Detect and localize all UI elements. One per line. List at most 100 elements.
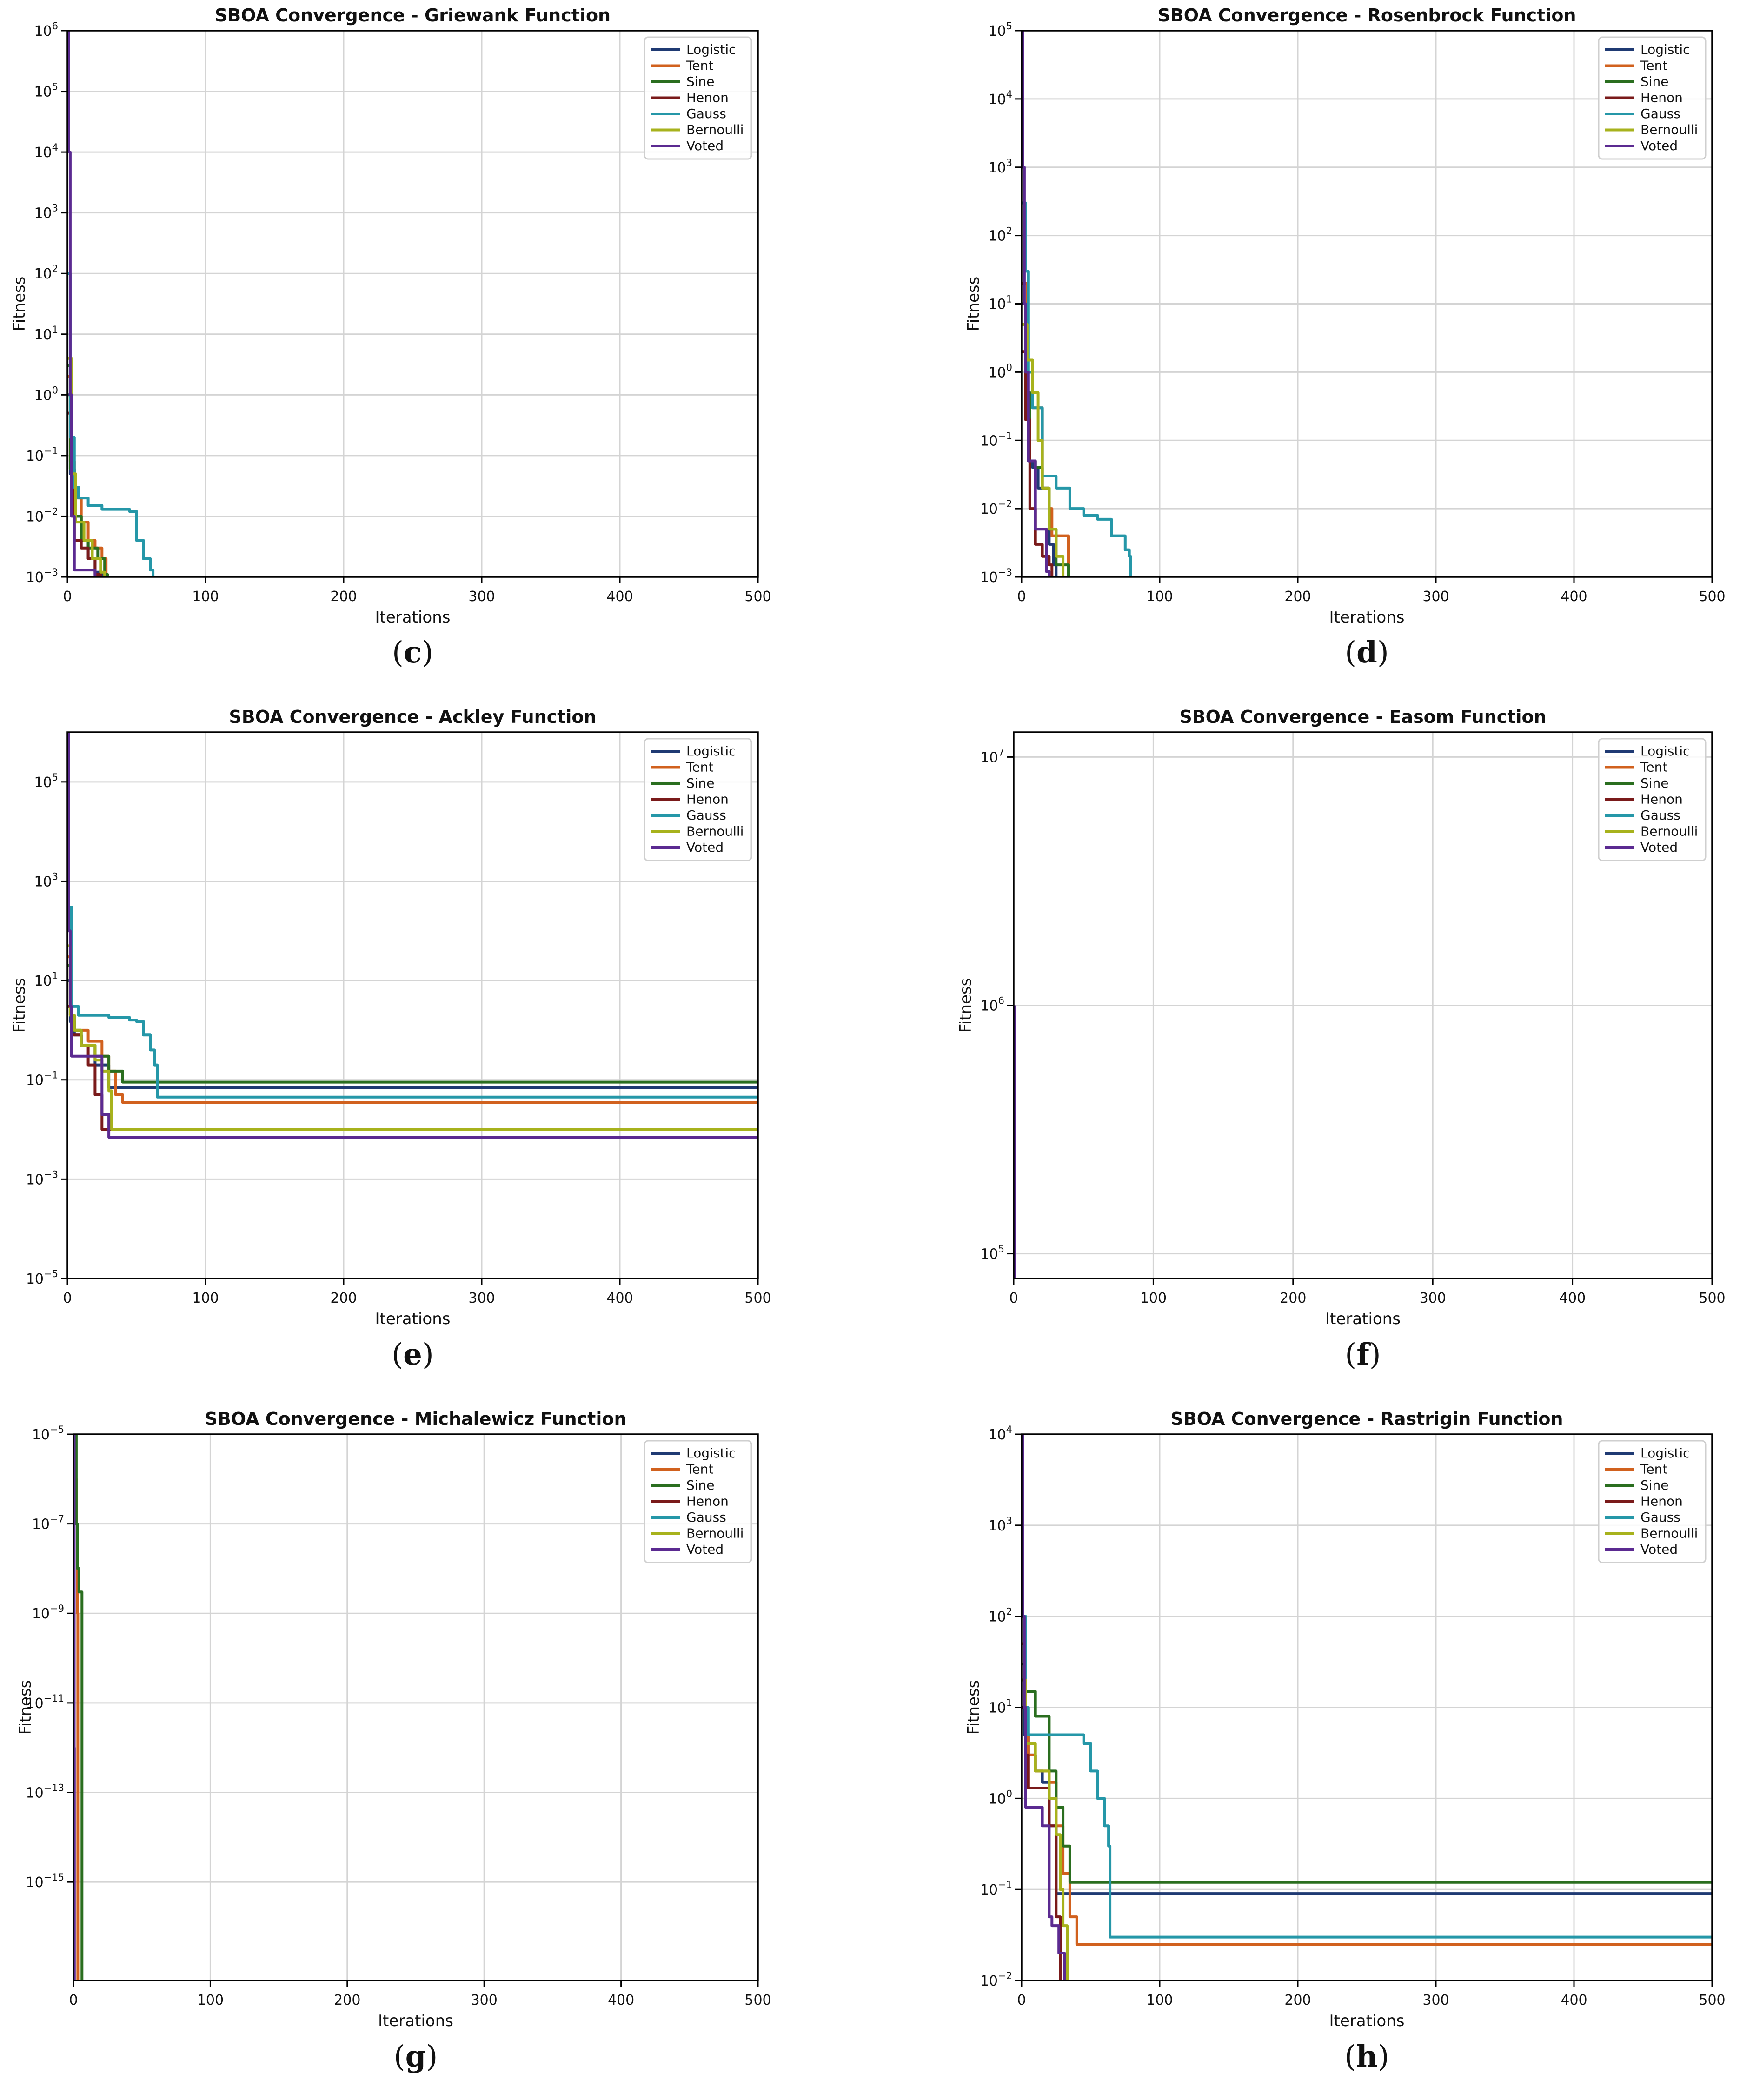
legend-label-sine: Sine — [1640, 1477, 1669, 1493]
y-tick-label: 10−5 — [32, 1424, 64, 1443]
series-line-gauss — [1022, 1615, 1712, 1939]
y-tick-label: 100 — [34, 384, 58, 404]
y-tick-label: 105 — [988, 20, 1012, 40]
y-tick-label: 105 — [34, 772, 58, 791]
legend-label-logistic: Logistic — [686, 42, 736, 57]
legend-label-henon: Henon — [1640, 1494, 1683, 1509]
chart-title: SBOA Convergence - Griewank Function — [215, 5, 611, 26]
chart-panel-c: 0 100 200 300 400 500 10−3 10−2 10−1 100 101 102 103… — [10, 5, 771, 627]
x-tick-label: 100 — [192, 1290, 219, 1306]
x-tick-label: 100 — [197, 1992, 224, 2008]
legend-label-gauss: Gauss — [1640, 808, 1680, 823]
y-tick-label: 104 — [988, 89, 1012, 108]
legend-label-sine: Sine — [1640, 74, 1669, 89]
y-tick-label: 10−1 — [26, 445, 58, 464]
x-tick-label: 0 — [1017, 1992, 1026, 2008]
legend-label-sine: Sine — [1640, 775, 1669, 791]
y-tick-label: 100 — [988, 362, 1012, 381]
x-tick-label: 0 — [1009, 1290, 1018, 1306]
x-tick-label: 500 — [1699, 589, 1725, 605]
x-tick-label: 200 — [1280, 1290, 1306, 1306]
legend-label-gauss: Gauss — [686, 808, 726, 823]
legend-label-voted: Voted — [686, 840, 724, 855]
legend-label-voted: Voted — [686, 138, 724, 153]
legend-label-gauss: Gauss — [686, 106, 726, 121]
x-tick-label: 200 — [1284, 1992, 1311, 2008]
chart-panel-f: 0 100 200 300 400 500 105 106 107 Iterations Fitne… — [956, 707, 1726, 1328]
series-line-gauss — [67, 906, 758, 1099]
legend-label-bernoulli: Bernoulli — [686, 1526, 744, 1541]
x-tick-label: 200 — [1284, 589, 1311, 605]
y-tick-label: 10−2 — [26, 506, 58, 525]
x-tick-label: 400 — [1561, 1992, 1587, 2008]
series-line-voted — [67, 732, 758, 1139]
legend-label-logistic: Logistic — [686, 1445, 736, 1461]
x-tick-label: 500 — [744, 589, 771, 605]
legend-label-logistic: Logistic — [1640, 1445, 1690, 1461]
y-tick-label: 106 — [980, 995, 1004, 1014]
y-tick-label: 104 — [34, 142, 58, 161]
series-line-voted — [67, 31, 97, 577]
y-axis-label: Fitness — [10, 277, 29, 331]
y-tick-label: 105 — [980, 1244, 1004, 1263]
series-line-henon — [1022, 350, 1054, 577]
plot-frame — [66, 30, 759, 578]
legend-label-sine: Sine — [686, 775, 715, 791]
legend-label-voted: Voted — [1640, 1542, 1678, 1557]
x-axis-label: Iterations — [1325, 1310, 1401, 1328]
y-axis-label: Fitness — [10, 978, 29, 1033]
legend-label-logistic: Logistic — [686, 743, 736, 759]
chart-title: SBOA Convergence - Easom Function — [1179, 707, 1546, 727]
legend-label-henon: Henon — [686, 792, 729, 807]
x-tick-label: 300 — [468, 1290, 495, 1306]
legend-label-henon: Henon — [1640, 90, 1683, 106]
legend-label-gauss: Gauss — [1640, 106, 1680, 121]
y-axis-label: Fitness — [16, 1680, 35, 1735]
x-axis-label: Iterations — [375, 1310, 451, 1328]
series-line-gauss — [67, 272, 155, 577]
legend-label-henon: Henon — [686, 1494, 729, 1509]
x-tick-label: 100 — [1140, 1290, 1167, 1306]
legend-label-gauss: Gauss — [686, 1510, 726, 1525]
legend-label-logistic: Logistic — [1640, 743, 1690, 759]
y-tick-label: 10−3 — [26, 1169, 58, 1188]
y-tick-label: 103 — [988, 157, 1012, 176]
y-tick-label: 10−1 — [980, 1879, 1012, 1898]
panel-label-f: (f) — [1345, 1337, 1381, 1372]
x-tick-label: 300 — [1422, 1992, 1449, 2008]
y-tick-label: 10−9 — [32, 1603, 64, 1622]
x-tick-label: 0 — [69, 1992, 78, 2008]
y-tick-label: 101 — [34, 970, 58, 989]
legend-label-bernoulli: Bernoulli — [1640, 122, 1698, 138]
y-tick-label: 10−11 — [26, 1693, 64, 1712]
series-line-voted — [1022, 31, 1051, 577]
y-tick-label: 102 — [988, 225, 1012, 245]
x-tick-label: 500 — [744, 1290, 771, 1306]
chart-title: SBOA Convergence - Rosenbrock Function — [1157, 5, 1576, 26]
legend-label-voted: Voted — [1640, 840, 1678, 855]
legend-label-logistic: Logistic — [1640, 42, 1690, 57]
series-line-bernoulli — [1022, 1678, 1069, 1981]
y-tick-label: 10−2 — [980, 498, 1012, 517]
y-axis-label: Fitness — [964, 1680, 983, 1735]
panel-label-h: (h) — [1344, 2039, 1389, 2074]
plot-frame — [73, 1433, 759, 1981]
x-tick-label: 400 — [1559, 1290, 1586, 1306]
x-tick-label: 200 — [330, 1290, 357, 1306]
legend-label-henon: Henon — [1640, 792, 1683, 807]
x-tick-label: 500 — [744, 1992, 771, 2008]
x-tick-label: 400 — [606, 589, 633, 605]
x-tick-label: 100 — [192, 589, 219, 605]
y-tick-label: 102 — [34, 263, 58, 282]
x-tick-label: 500 — [1699, 1290, 1725, 1306]
legend-label-tent: Tent — [686, 1462, 713, 1477]
legend-label-bernoulli: Bernoulli — [686, 824, 744, 839]
series-line-voted — [1022, 1434, 1066, 1981]
x-tick-label: 0 — [63, 1290, 72, 1306]
panel-label-g: (g) — [394, 2039, 438, 2074]
